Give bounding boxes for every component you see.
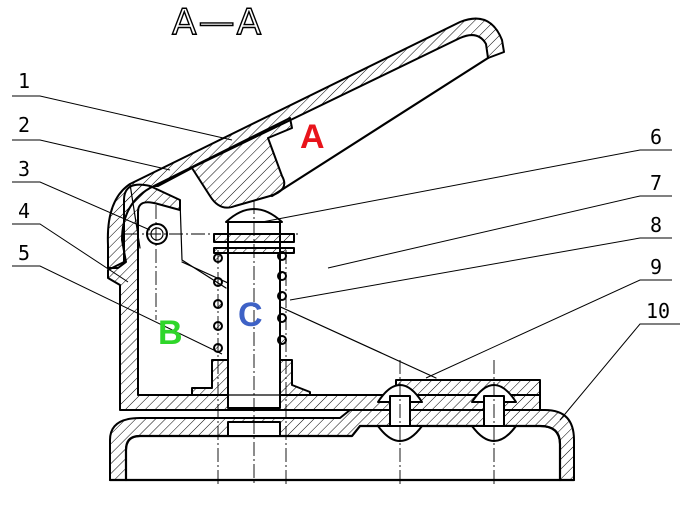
region-label-b: B [158, 314, 183, 352]
part-number: 8 [650, 213, 662, 237]
region-label-a: A [300, 118, 325, 156]
part-number: 1 [18, 69, 30, 93]
leader-lines [12, 95, 680, 421]
section-title: A—A [172, 2, 263, 43]
part-number: 5 [18, 241, 30, 265]
center-lines [125, 200, 495, 485]
part-number: 10 [646, 299, 670, 323]
part-number: 7 [650, 171, 662, 195]
part-number: 4 [18, 199, 30, 223]
part-number: 6 [650, 125, 662, 149]
part-number: 2 [18, 113, 30, 137]
part-number-labels: 1 2 3 4 5 6 7 8 9 10 [18, 69, 670, 323]
base-plate [108, 409, 576, 482]
part-number: 3 [18, 157, 30, 181]
region-labels: A B C [158, 118, 325, 352]
bracket-frame [107, 183, 541, 411]
hand-lever [106, 17, 505, 379]
part-number: 9 [650, 255, 662, 279]
region-label-c: C [238, 296, 263, 334]
